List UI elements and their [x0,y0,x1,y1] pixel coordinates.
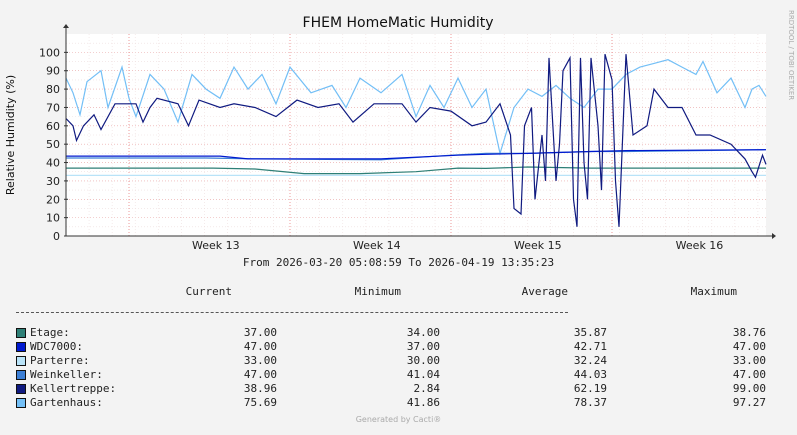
x-tick-label: Week 15 [514,239,562,252]
series-line-gartenhaus [65,59,767,156]
y-tick-label: 20 [46,193,60,206]
y-tick-label: 60 [46,120,60,133]
y-tick-label: 10 [46,212,60,225]
x-tick-label: Week 16 [676,239,724,252]
x-axis-arrow [772,233,776,239]
series-line-kellertreppe [65,54,767,227]
x-tick-label: Week 13 [192,239,240,252]
y-tick-label: 50 [46,138,60,151]
y-tick-label: 40 [46,157,60,170]
y-axis-label: Relative Humidity (%) [4,75,17,195]
y-axis-arrow [63,24,69,28]
y-tick-label: 30 [46,175,60,188]
y-tick-label: 0 [53,230,60,243]
series-line-wdc7000 [66,149,767,160]
series-lines [65,54,767,227]
axes: 0 10 20 30 40 50 60 70 80 90 100 Week 13 Week 14 Week… [39,24,776,252]
y-tick-label: 90 [46,65,60,78]
series-line-etage [66,166,766,175]
y-tick-label: 100 [39,46,60,59]
y-tick-label: 80 [46,83,60,96]
rrdtool-watermark: RRDTOOL / TOBI OETIKER [787,10,795,100]
x-tick-label: Week 14 [353,239,401,252]
y-tick-label: 70 [46,101,60,114]
plot-area [66,34,766,236]
chart-title: FHEM HomeMatic Humidity [303,15,494,31]
grid [65,34,766,236]
